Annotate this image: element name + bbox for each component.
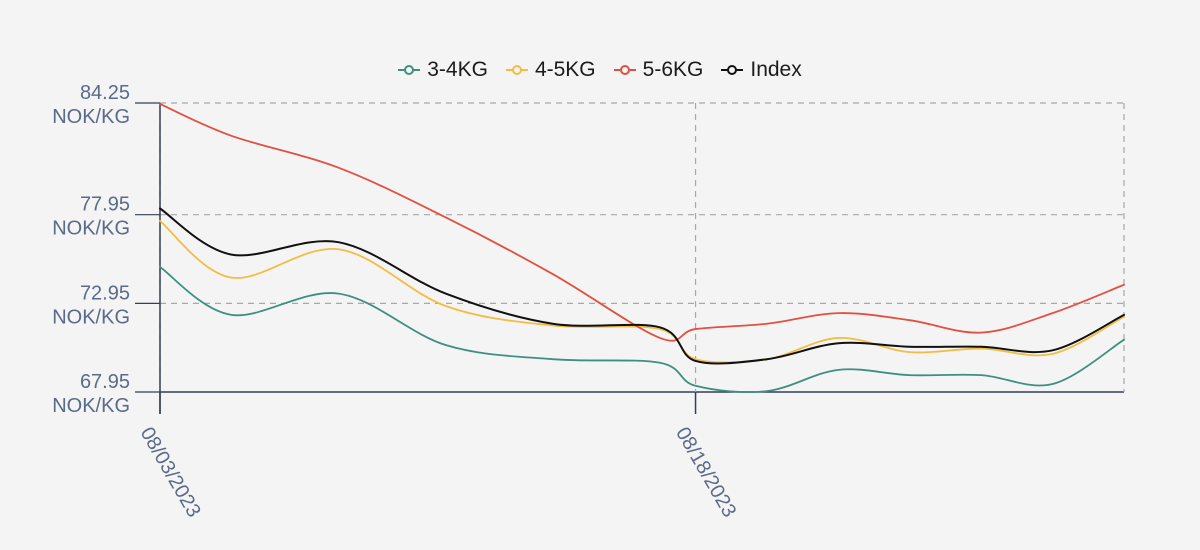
y-tick-unit: NOK/KG: [52, 218, 130, 240]
legend-swatch-3-4kg: [398, 64, 421, 76]
legend-swatch-5-6kg: [613, 64, 636, 76]
y-tick-label: 67.95: [80, 371, 130, 393]
legend-label-4-5kg: 4-5KG: [534, 58, 596, 81]
legend-swatch-index: [721, 64, 744, 76]
x-tick-label: 08/18/2023: [671, 424, 740, 522]
legend-item-4-5kg[interactable]: 4-5KG: [505, 58, 596, 82]
y-tick-unit: NOK/KG: [52, 306, 130, 328]
legend-label-3-4kg: 3-4KG: [427, 58, 488, 81]
legend-label-5-6kg: 5-6KG: [642, 58, 704, 81]
chart-legend: 3-4KG 4-5KG 5-6KG Index: [0, 58, 1200, 82]
series-line-3-4kg: [159, 266, 1125, 393]
legend-item-3-4kg[interactable]: 3-4KG: [398, 58, 488, 82]
legend-label-index: Index: [750, 58, 802, 81]
legend-item-5-6kg[interactable]: 5-6KG: [613, 58, 704, 82]
series-line-4-5kg: [159, 220, 1125, 364]
y-tick-label: 77.95: [80, 194, 130, 216]
series-line-index: [159, 207, 1125, 365]
series-line-5-6kg: [159, 102, 1125, 342]
legend-item-index[interactable]: Index: [721, 58, 802, 82]
y-tick-unit: NOK/KG: [52, 395, 130, 417]
x-tick-label: 08/03/2023: [136, 424, 205, 522]
y-tick-label: 84.25: [80, 82, 130, 104]
y-tick-label: 72.95: [80, 282, 130, 304]
legend-swatch-4-5kg: [505, 64, 528, 76]
y-tick-unit: NOK/KG: [52, 106, 130, 128]
